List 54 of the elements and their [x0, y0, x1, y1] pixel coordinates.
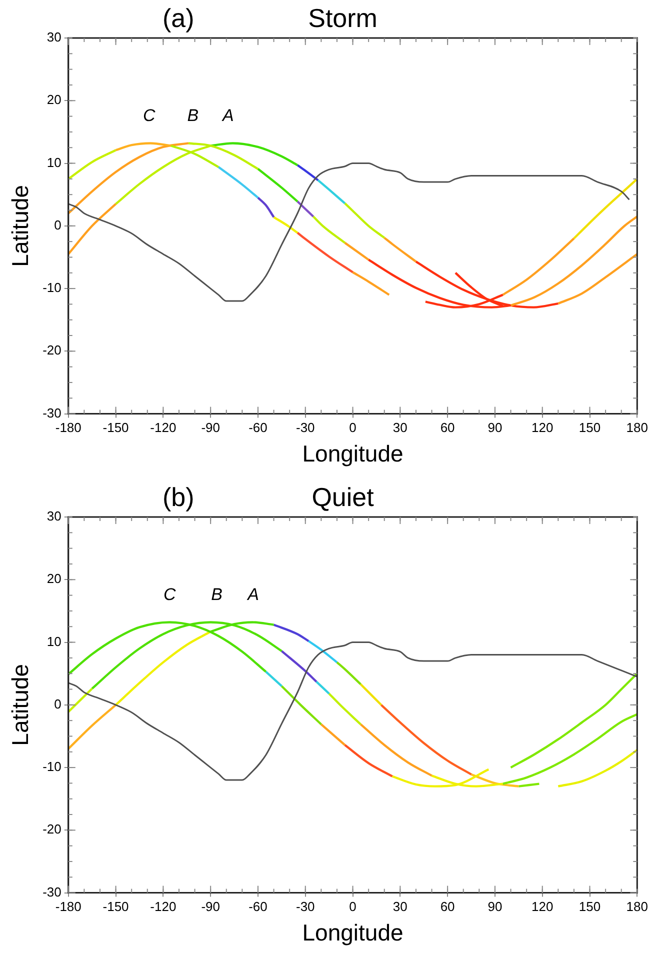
x-tick-label: -150: [102, 420, 129, 436]
x-tick-label: 90: [488, 420, 502, 436]
x-tick-label: 60: [440, 899, 455, 914]
annotation: B: [211, 584, 223, 604]
y-tick-label: -10: [42, 759, 62, 774]
x-tick-label: 120: [532, 420, 554, 436]
x-tick-label: 0: [349, 899, 356, 914]
annotation: B: [187, 106, 199, 125]
y-tick-label: -20: [42, 822, 62, 837]
y-tick-label: 0: [54, 696, 62, 712]
y-axis-title: Latitude: [7, 664, 34, 746]
annotation: A: [246, 584, 259, 604]
x-tick-label: 150: [578, 420, 601, 436]
y-axis-title: Latitude: [7, 184, 34, 267]
text: (b): [162, 482, 194, 512]
x-tick-label: -30: [296, 899, 315, 914]
x-tick-label: 60: [440, 420, 455, 436]
x-tick-label: 90: [488, 899, 502, 914]
y-tick-label: 0: [54, 217, 62, 232]
x-axis-title: Longitude: [302, 920, 404, 946]
y-tick-label: 20: [46, 571, 62, 586]
y-tick-label: -20: [42, 342, 62, 358]
x-tick-label: 0: [349, 420, 356, 436]
x-tick-label: 180: [626, 420, 648, 436]
annotation: C: [163, 584, 176, 604]
x-tick-label: -120: [150, 420, 176, 436]
annotation: C: [143, 106, 156, 125]
chart-title: Quiet: [312, 482, 375, 512]
x-tick-label: -60: [248, 420, 268, 436]
y-tick-label: 20: [46, 92, 62, 108]
x-tick-label: -90: [201, 899, 220, 914]
chart-title: Storm: [308, 3, 378, 34]
x-tick-label: -30: [296, 420, 315, 436]
y-tick-label: -30: [42, 405, 62, 420]
text: (a): [162, 3, 194, 34]
x-tick-label: 30: [392, 899, 408, 914]
x-axis-title: Longitude: [302, 440, 404, 467]
x-tick-label: 150: [578, 899, 601, 914]
annotation: A: [222, 106, 234, 125]
x-tick-label: -120: [150, 899, 176, 914]
x-tick-label: -90: [201, 420, 220, 436]
y-tick-label: 30: [46, 508, 62, 524]
x-tick-label: 30: [392, 420, 408, 436]
x-tick-label: 120: [532, 899, 554, 914]
y-tick-label: -10: [42, 280, 62, 296]
y-tick-label: 10: [46, 154, 62, 170]
x-tick-label: 180: [626, 899, 648, 914]
x-tick-label: -60: [248, 899, 268, 914]
x-tick-label: -180: [55, 420, 82, 436]
y-tick-label: 10: [46, 634, 62, 649]
y-tick-label: -30: [42, 884, 62, 900]
x-tick-label: -150: [102, 899, 129, 914]
x-tick-label: -180: [55, 899, 82, 914]
y-tick-label: 30: [46, 30, 62, 45]
